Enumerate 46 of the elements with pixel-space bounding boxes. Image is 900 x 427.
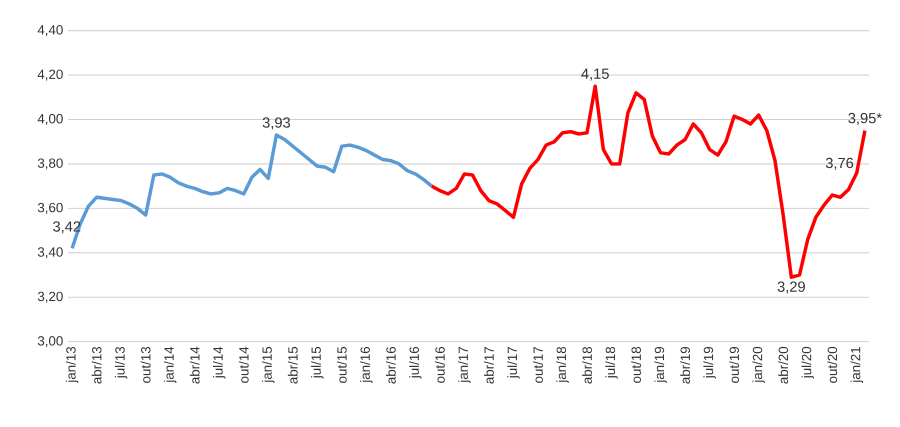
y-tick-label: 3,80 (38, 158, 63, 170)
y-tick-label: 4,00 (38, 114, 63, 126)
y-tick-label: 3,00 (38, 336, 63, 348)
x-tick-label: jul/17 (507, 347, 520, 379)
x-tick-label: jul/13 (114, 346, 128, 379)
y-tick-label: 4,40 (38, 25, 63, 36)
x-tick-label: out/15 (336, 346, 347, 383)
x-tick-label: jan/19 (654, 346, 667, 384)
data-label: 4,15 (581, 68, 609, 81)
x-tick-label: abr/19 (680, 346, 690, 384)
x-tick-label: jan/17 (458, 347, 471, 384)
x-tick-label: abr/16 (386, 346, 396, 384)
y-tick-label: 3,60 (38, 202, 63, 214)
y-tick-label: 3,20 (38, 292, 63, 303)
x-tick-label: jul/14 (213, 346, 226, 379)
x-tick-label: jan/15 (262, 346, 274, 384)
x-tick-label: abr/14 (190, 346, 200, 384)
x-tick-label: abr/17 (484, 347, 494, 384)
x-tick-label: out/17 (533, 347, 543, 383)
data-label: 3,76 (826, 158, 854, 170)
x-tick-label: jan/20 (752, 346, 765, 384)
x-tick-label: out/13 (140, 346, 151, 383)
x-tick-label: out/14 (238, 346, 249, 383)
x-tick-label: jan/16 (360, 346, 373, 384)
x-tick-label: jan/13 (66, 346, 78, 384)
x-tick-label: abr/20 (778, 346, 788, 384)
data-label: 3,29 (778, 282, 805, 294)
x-tick-label: out/19 (729, 346, 740, 383)
x-tick-label: jul/20 (801, 346, 814, 379)
y-tick-label: 3,40 (38, 247, 63, 258)
x-tick-label: jan/21 (850, 347, 863, 384)
x-tick-label: jul/19 (703, 346, 716, 379)
x-tick-label: jul/16 (409, 346, 422, 379)
y-tick-label: 4,20 (38, 70, 63, 81)
data-label: 3,95* (848, 112, 882, 126)
x-tick-label: jul/15 (311, 346, 324, 379)
data-label: 3,93 (262, 117, 290, 130)
x-tick-label: jan/18 (556, 346, 569, 384)
x-tick-label: jul/18 (605, 346, 618, 379)
x-tick-label: abr/18 (582, 346, 592, 384)
x-tick-label: abr/15 (288, 346, 298, 384)
x-tick-label: abr/13 (92, 346, 102, 384)
x-tick-label: out/20 (827, 346, 838, 383)
x-tick-label: out/16 (435, 346, 445, 383)
x-tick-label: jan/14 (164, 346, 176, 384)
x-tick-label: out/18 (631, 346, 641, 383)
